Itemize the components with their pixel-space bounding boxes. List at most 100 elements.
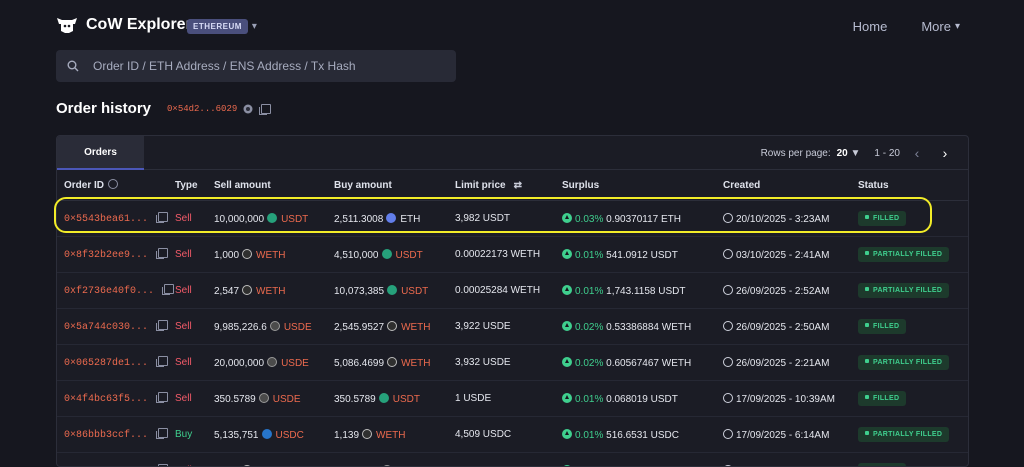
sell-amount: 350.5789: [214, 394, 256, 405]
nav-home-link[interactable]: Home: [853, 19, 888, 34]
copy-icon[interactable]: [158, 320, 168, 330]
surplus-value: 516.6531 USDC: [606, 430, 679, 441]
copy-icon[interactable]: [158, 428, 168, 438]
copy-icon[interactable]: [261, 104, 271, 114]
surplus-cell: 0.01% 516.6531 USDC: [562, 417, 723, 453]
network-selector[interactable]: ETHEREUM ▾: [187, 19, 257, 34]
chevron-down-icon: ▾: [252, 21, 257, 32]
sell-token-link[interactable]: USDT: [281, 214, 308, 225]
rows-per-page-value: 20: [837, 148, 848, 159]
buy-amount: 2,545.9527: [334, 322, 384, 333]
surplus-cell: 0.01% 0.068019 USDT: [562, 381, 723, 417]
arrow-up-circle-icon: [562, 429, 572, 439]
tab-orders[interactable]: Orders: [57, 136, 144, 169]
sell-token-link[interactable]: USDC: [276, 430, 304, 441]
header-buy-amount: Buy amount: [334, 170, 455, 201]
status-label: PARTIALLY FILLED: [873, 287, 942, 294]
sell-token-link[interactable]: WETH: [256, 286, 285, 297]
sell-token-link[interactable]: USDE: [273, 394, 301, 405]
sell-token-link[interactable]: USDE: [284, 322, 312, 333]
surplus-percent: 0.02%: [575, 358, 603, 369]
usdc-token-icon: [262, 429, 272, 439]
status-cell: PARTIALLY FILLED: [858, 345, 968, 381]
app-title: CoW Explorer: [86, 16, 192, 34]
sell-token-link[interactable]: USDE: [281, 358, 309, 369]
order-id-link[interactable]: 0×86bbb3ccf...: [64, 430, 148, 441]
app-logo[interactable]: CoW Explorer: [56, 16, 192, 34]
weth-token-icon: [242, 285, 252, 295]
surplus-cell: 0.01% 541.0912 USDT: [562, 237, 723, 273]
order-type: Sell: [175, 285, 192, 296]
table-row[interactable]: 0×23aa3e57a...Sell1,139WETH5,142,585USDE…: [57, 453, 968, 467]
sell-amount: 5,135,751: [214, 430, 259, 441]
sell-amount-cell: 5,135,751 USDC: [214, 417, 334, 453]
buy-token-link[interactable]: USDT: [396, 250, 423, 261]
orders-panel: Orders Rows per page: 20 ▼ 1 - 20 ‹ › Or…: [56, 135, 969, 467]
previous-page-button[interactable]: ‹: [906, 145, 928, 161]
buy-token-link[interactable]: WETH: [401, 358, 430, 369]
info-icon[interactable]: [108, 179, 118, 189]
copy-icon[interactable]: [158, 356, 168, 366]
buy-token-link[interactable]: WETH: [376, 430, 405, 441]
buy-token-link[interactable]: USDT: [401, 286, 428, 297]
buy-amount: 5,086.4699: [334, 358, 384, 369]
arrow-up-circle-icon: [562, 393, 572, 403]
buy-token-link[interactable]: USDT: [393, 394, 420, 405]
order-id-cell: 0×86bbb3ccf...: [57, 417, 175, 453]
usde-token-icon: [259, 393, 269, 403]
copy-icon[interactable]: [158, 248, 168, 258]
header-type: Type: [175, 170, 214, 201]
order-id-cell: 0xf2736e40f0...: [57, 273, 175, 309]
sell-amount-cell: 350.5789 USDE: [214, 381, 334, 417]
buy-amount: 10,073,385: [334, 286, 384, 297]
buy-amount-cell: 5,142,585USDE: [334, 453, 455, 467]
created-time: 26/09/2025 - 2:50AM: [736, 322, 829, 333]
limit-price-cell: 3,982 USDT: [455, 201, 562, 237]
order-id-link[interactable]: 0×5543bea61...: [64, 214, 148, 225]
order-id-link[interactable]: 0×5a744c030...: [64, 322, 148, 333]
order-id-link[interactable]: 0×4f4bc63f5...: [64, 394, 148, 405]
buy-token-link[interactable]: WETH: [401, 322, 430, 333]
nav-more-menu[interactable]: More ▾: [921, 19, 960, 34]
owner-address-link[interactable]: 0×54d2...6029: [167, 104, 237, 114]
type-cell: Sell: [175, 273, 214, 309]
weth-token-icon: [387, 357, 397, 367]
eth-token-icon: [386, 213, 396, 223]
buy-token-link[interactable]: ETH: [400, 214, 420, 225]
header-limit-price: Limit price⇄: [455, 170, 562, 201]
order-type: Sell: [175, 213, 192, 224]
rows-per-page-select[interactable]: 20 ▼: [837, 148, 861, 159]
swap-icon[interactable]: ⇄: [514, 180, 522, 191]
status-cell: PARTIALLY FILLED: [858, 417, 968, 453]
order-id-link[interactable]: 0×8f32b2ee9...: [64, 250, 148, 261]
created-time: 20/10/2025 - 3:23AM: [736, 214, 829, 225]
copy-icon[interactable]: [164, 284, 174, 294]
order-id-link[interactable]: 0×065287de1...: [64, 358, 148, 369]
order-id-link[interactable]: 0xf2736e40f0...: [64, 286, 154, 297]
next-page-button[interactable]: ›: [934, 145, 956, 161]
sell-amount: 2,547: [214, 286, 239, 297]
arrow-up-circle-icon: [562, 285, 572, 295]
order-id-cell: 0×4f4bc63f5...: [57, 381, 175, 417]
copy-icon[interactable]: [158, 392, 168, 402]
search-bar[interactable]: [56, 50, 456, 82]
order-type: Sell: [175, 249, 192, 260]
sell-amount-cell: 2,547 WETH: [214, 273, 334, 309]
status-badge: FILLED: [858, 319, 906, 334]
table-row[interactable]: 0xf2736e40f0... Sell 2,547 WETH 10,073,385 US…: [57, 273, 968, 309]
copy-icon[interactable]: [158, 212, 168, 222]
surplus-percent: 0.01%: [575, 430, 603, 441]
search-input[interactable]: [91, 58, 435, 74]
order-type: Buy: [175, 429, 192, 440]
sell-token-link[interactable]: WETH: [256, 250, 285, 261]
weth-token-icon: [242, 249, 252, 259]
header-order-id: Order ID: [57, 170, 175, 201]
